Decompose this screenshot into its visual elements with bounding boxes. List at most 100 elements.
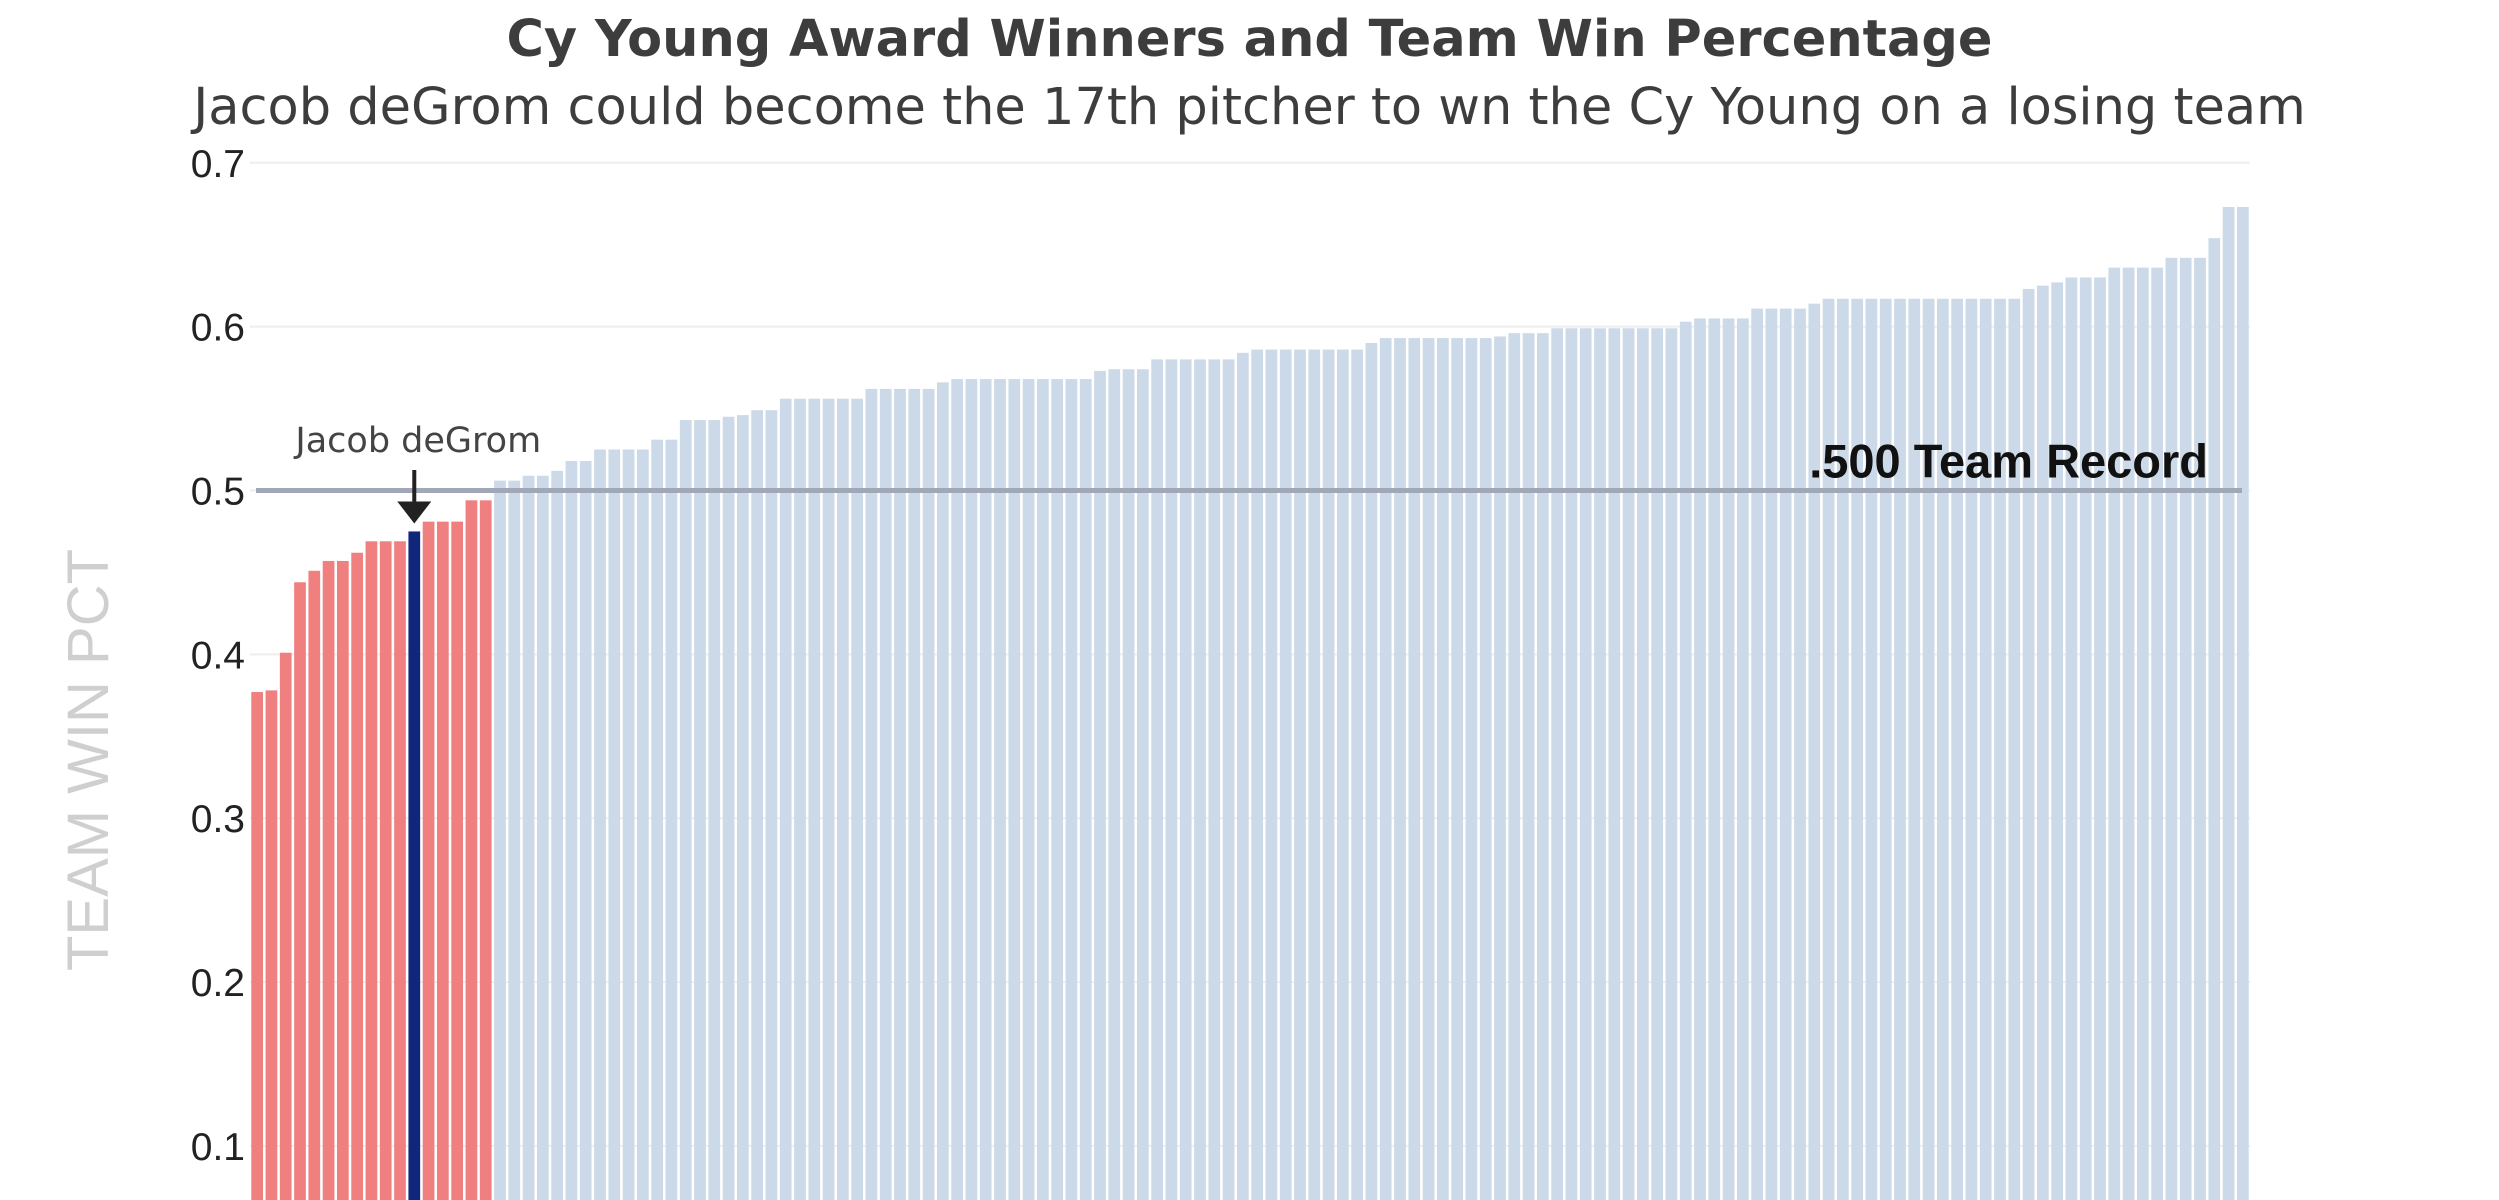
y-tick-label: 0.2	[191, 962, 245, 1005]
bar	[451, 521, 463, 1200]
bar	[2137, 267, 2149, 1200]
bar	[1708, 318, 1721, 1200]
chart-subtitle: Jacob deGrom could become the 17th pitch…	[193, 78, 2306, 137]
bar	[1408, 338, 1421, 1200]
bar	[579, 460, 592, 1200]
annotation-group: Jacob deGrom	[293, 421, 541, 524]
bar	[279, 652, 292, 1200]
bar	[1379, 338, 1392, 1200]
bar	[1965, 298, 1978, 1200]
bar	[1794, 308, 1806, 1200]
bar	[1194, 359, 1206, 1200]
bar	[1479, 338, 1492, 1200]
bar	[1937, 298, 1949, 1200]
y-tick-label: 0.6	[191, 307, 245, 350]
y-tick-label: 0.4	[191, 634, 245, 677]
bar	[522, 475, 535, 1200]
bar	[337, 560, 349, 1200]
bar	[1865, 298, 1878, 1200]
bar	[651, 439, 663, 1200]
bar	[1737, 318, 1749, 1200]
bar	[551, 470, 563, 1200]
y-tick-label: 0.3	[191, 798, 245, 841]
bar	[1651, 328, 1663, 1200]
bar	[908, 388, 921, 1200]
bar	[922, 388, 935, 1200]
bar	[1094, 370, 1106, 1200]
bar	[508, 480, 521, 1200]
bar	[622, 449, 635, 1200]
bar	[1365, 343, 1378, 1200]
bar	[737, 415, 749, 1200]
bar	[637, 449, 649, 1200]
y-axis-ticks: 0.1 0.2 0.3 0.4 0.5 0.6 0.7	[191, 143, 245, 1169]
bar	[1165, 359, 1178, 1200]
bar	[2079, 277, 2092, 1200]
bar	[2194, 257, 2206, 1200]
reference-line-group: .500 Team Record	[256, 434, 2242, 493]
bar	[1051, 379, 1063, 1200]
bar	[722, 416, 735, 1200]
bar	[1951, 298, 1963, 1200]
bars	[251, 207, 2249, 1200]
bar	[1351, 349, 1363, 1200]
bar	[779, 398, 792, 1200]
bar	[1037, 379, 1049, 1200]
bar	[1308, 349, 1321, 1200]
bar	[1322, 349, 1335, 1200]
bar	[1722, 318, 1735, 1200]
bar	[437, 521, 449, 1200]
bar	[1208, 359, 1221, 1200]
bar	[1237, 352, 1249, 1200]
bar	[608, 449, 621, 1200]
bar	[1151, 359, 1163, 1200]
bar	[1894, 298, 1906, 1200]
bar	[2208, 238, 2221, 1200]
bar	[708, 420, 721, 1200]
bar	[1508, 333, 1521, 1200]
bar	[822, 398, 835, 1200]
bar	[808, 398, 821, 1200]
bar	[1637, 328, 1649, 1200]
bar	[1179, 359, 1192, 1200]
bar	[1465, 338, 1478, 1200]
bar	[937, 382, 949, 1200]
bar	[1565, 328, 1578, 1200]
chart-title: Cy Young Award Winners and Team Win Perc…	[506, 10, 1993, 69]
bar	[1851, 298, 1863, 1200]
bar	[1294, 349, 1306, 1200]
bar	[1537, 333, 1549, 1200]
bar	[1522, 333, 1535, 1200]
bar	[2151, 267, 2163, 1200]
bar	[2165, 257, 2178, 1200]
bar	[351, 552, 363, 1200]
bar	[379, 541, 392, 1200]
bar	[1065, 379, 1078, 1200]
bar	[1608, 328, 1621, 1200]
bar	[837, 398, 849, 1200]
bar	[1451, 338, 1463, 1200]
bar	[1008, 379, 1021, 1200]
bar	[751, 410, 763, 1200]
bar	[879, 388, 892, 1200]
bar	[1022, 379, 1035, 1200]
bar	[1394, 338, 1406, 1200]
bar	[422, 521, 435, 1200]
bar	[2237, 207, 2249, 1200]
bar	[479, 500, 492, 1200]
bar	[1137, 369, 1149, 1200]
bar	[1837, 298, 1849, 1200]
bar	[2065, 277, 2078, 1200]
bar-highlight	[408, 531, 421, 1200]
bar	[1922, 298, 1935, 1200]
bar	[2094, 277, 2106, 1200]
bar	[1994, 298, 2006, 1200]
bar	[251, 692, 263, 1200]
y-tick-label: 0.7	[191, 143, 245, 186]
bar	[1908, 298, 1921, 1200]
bar	[2008, 298, 2021, 1200]
bar	[1665, 328, 1678, 1200]
bar	[1122, 369, 1135, 1200]
gridlines	[250, 161, 2250, 1147]
bar	[1279, 349, 1292, 1200]
